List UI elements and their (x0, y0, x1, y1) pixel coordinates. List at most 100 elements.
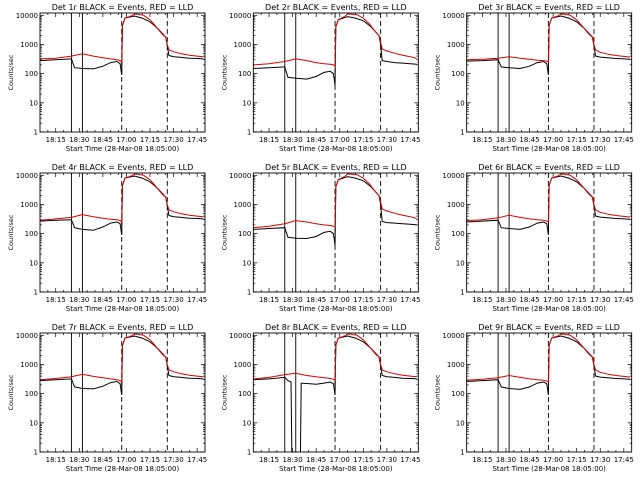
x-tick-label: 17:00 (116, 136, 136, 144)
series-line-lld (253, 13, 417, 68)
y-tick-label: 10000 (229, 332, 251, 340)
y-tick-label: 100 (238, 70, 251, 78)
y-tick-label: 1 (247, 449, 251, 457)
x-tick-label: 17:30 (377, 136, 397, 144)
x-tick-label: 18:30 (283, 456, 303, 464)
x-tick-label: 18:45 (306, 296, 326, 304)
x-tick-label: 17:00 (116, 296, 136, 304)
y-axis-label: Counts/sec (7, 54, 15, 90)
y-axis-label: Counts/sec (220, 374, 228, 410)
x-tick-label: 18:15 (472, 296, 492, 304)
plot-frame (252, 172, 419, 293)
y-tick-label: 1000 (20, 41, 38, 49)
x-tick-label: 17:00 (543, 456, 563, 464)
x-tick-label: 17:00 (116, 456, 136, 464)
y-tick-label: 10 (29, 419, 38, 427)
panel-det3: Det 3r BLACK = Events, RED = LLD 1 10 100 10… (434, 3, 634, 153)
x-tick-label: 17:15 (567, 456, 587, 464)
y-tick-label: 1000 (234, 201, 252, 209)
y-tick-label: 10 (242, 99, 251, 107)
y-tick-label: 10000 (229, 12, 251, 20)
x-tick-label: 18:30 (69, 136, 89, 144)
y-tick-label: 100 (451, 70, 464, 78)
y-tick-label: 10 (29, 99, 38, 107)
x-tick-label: 17:30 (163, 136, 183, 144)
plot-frame (252, 12, 419, 133)
series-line-lld (40, 13, 204, 64)
y-tick-label: 1 (247, 129, 251, 137)
x-tick-label: 18:15 (46, 136, 66, 144)
x-tick-label: 17:45 (400, 296, 420, 304)
panel-title: Det 9r BLACK = Events, RED = LLD (478, 323, 620, 332)
x-axis-label: Start Time (28-Mar-08 18:05:00) (492, 145, 606, 153)
y-tick-label: 1 (34, 129, 38, 137)
panel-det9: Det 9r BLACK = Events, RED = LLD 1 10 100 10… (434, 323, 634, 473)
plot-frame (252, 332, 419, 453)
x-tick-label: 18:45 (519, 136, 539, 144)
panel-title: Det 3r BLACK = Events, RED = LLD (478, 3, 620, 12)
y-axis-label: Counts/sec (220, 214, 228, 250)
x-tick-label: 18:30 (496, 456, 516, 464)
x-tick-label: 17:15 (140, 136, 160, 144)
x-axis-label: Start Time (28-Mar-08 18:05:00) (66, 465, 180, 473)
x-tick-label: 17:15 (353, 136, 373, 144)
x-tick-label: 17:45 (400, 456, 420, 464)
y-tick-label: 10000 (442, 12, 464, 20)
x-tick-label: 18:45 (306, 136, 326, 144)
x-tick-label: 18:15 (46, 296, 66, 304)
y-tick-label: 1 (460, 289, 464, 297)
x-tick-label: 17:45 (187, 296, 207, 304)
x-tick-label: 18:45 (93, 136, 113, 144)
y-tick-label: 100 (238, 390, 251, 398)
x-tick-label: 17:15 (567, 136, 587, 144)
y-tick-label: 100 (451, 390, 464, 398)
y-tick-label: 10 (242, 259, 251, 267)
x-tick-label: 18:45 (306, 456, 326, 464)
x-tick-label: 17:30 (163, 456, 183, 464)
x-tick-label: 18:30 (69, 296, 89, 304)
y-tick-label: 10 (29, 259, 38, 267)
x-tick-label: 18:45 (93, 296, 113, 304)
x-tick-label: 17:45 (614, 136, 634, 144)
y-tick-label: 10000 (442, 332, 464, 340)
panel-title: Det 1r BLACK = Events, RED = LLD (52, 3, 194, 12)
y-tick-label: 1000 (447, 361, 465, 369)
plot-frame (39, 172, 206, 293)
x-tick-label: 17:15 (353, 296, 373, 304)
x-tick-label: 18:15 (46, 456, 66, 464)
series-line-lld (253, 173, 417, 229)
x-tick-label: 17:30 (590, 456, 610, 464)
x-tick-label: 18:45 (519, 296, 539, 304)
panel-title: Det 2r BLACK = Events, RED = LLD (265, 3, 407, 12)
y-tick-label: 10000 (16, 172, 38, 180)
plot-frame (39, 332, 206, 453)
panel-det2: Det 2r BLACK = Events, RED = LLD 1 10 100 10… (220, 3, 420, 153)
panel-det6: Det 6r BLACK = Events, RED = LLD 1 10 100 10… (434, 163, 634, 313)
x-tick-label: 18:45 (519, 456, 539, 464)
panel-det5: Det 5r BLACK = Events, RED = LLD 1 10 100 10… (220, 163, 420, 313)
x-tick-label: 17:00 (330, 136, 350, 144)
x-tick-label: 18:15 (259, 296, 279, 304)
panel-title: Det 4r BLACK = Events, RED = LLD (52, 163, 194, 172)
x-tick-label: 18:30 (283, 296, 303, 304)
y-tick-label: 10 (456, 419, 465, 427)
x-tick-label: 17:45 (614, 456, 634, 464)
y-axis-label: Counts/sec (7, 214, 15, 250)
y-tick-label: 100 (25, 390, 38, 398)
x-tick-label: 18:30 (496, 296, 516, 304)
y-tick-label: 1 (247, 289, 251, 297)
x-tick-label: 17:30 (590, 136, 610, 144)
x-tick-label: 17:30 (590, 296, 610, 304)
y-tick-label: 10 (456, 259, 465, 267)
series-line-lld (40, 333, 204, 384)
x-tick-label: 17:00 (543, 136, 563, 144)
x-tick-label: 17:45 (614, 296, 634, 304)
y-axis-label: Counts/sec (7, 374, 15, 410)
series-line-lld (253, 333, 417, 382)
y-tick-label: 100 (25, 230, 38, 238)
y-tick-label: 1 (34, 289, 38, 297)
x-tick-label: 17:30 (377, 296, 397, 304)
x-axis-label: Start Time (28-Mar-08 18:05:00) (279, 145, 393, 153)
y-tick-label: 10000 (229, 172, 251, 180)
plot-frame (466, 12, 633, 133)
